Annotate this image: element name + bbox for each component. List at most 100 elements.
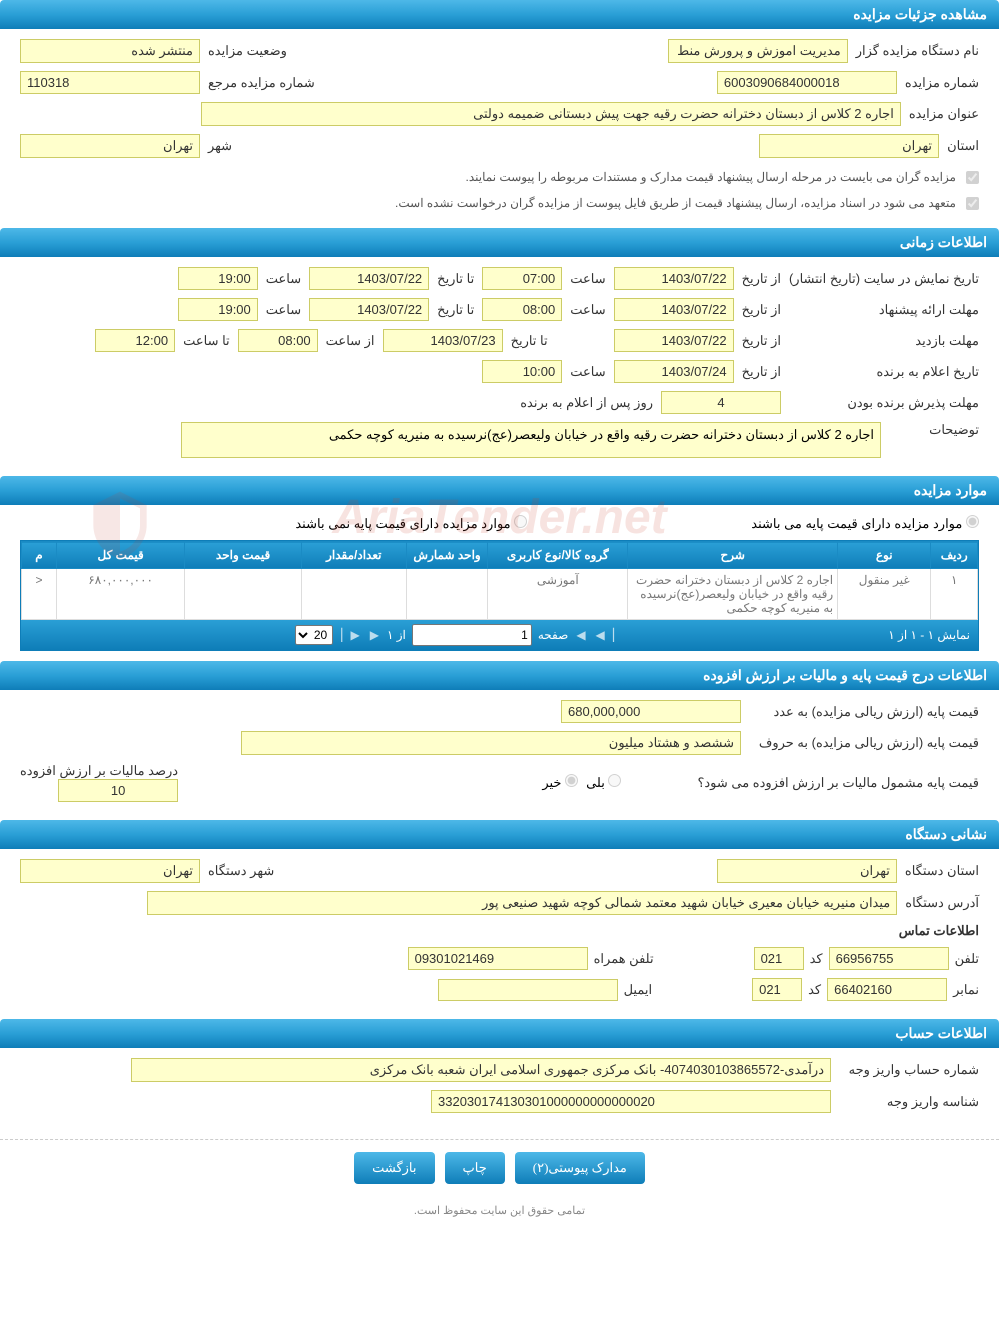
- mobile-value: 09301021469: [408, 947, 588, 970]
- pager-showing: نمایش ۱ - ۱ از ۱: [888, 628, 970, 642]
- addr-province-value: تهران: [717, 859, 897, 883]
- base-num-label: قیمت پایه (ارزش ریالی مزایده) به عدد: [749, 704, 979, 720]
- email-value: [438, 979, 618, 1001]
- vat-pct-label: درصد مالیات بر ارزش افزوده: [20, 763, 178, 779]
- accept-label: مهلت پذیرش برنده بودن: [789, 395, 979, 411]
- vat-yes[interactable]: بلی: [586, 774, 621, 791]
- to-time-label: تا ساعت: [183, 333, 230, 349]
- back-button[interactable]: بازگشت: [354, 1152, 434, 1184]
- time-label-3: ساعت: [570, 302, 605, 318]
- col-unit: واحد شمارش: [406, 542, 488, 569]
- pager-prev-icon[interactable]: ◀: [574, 628, 587, 642]
- pager-page-label: صفحه: [538, 628, 568, 642]
- desc-value: اجاره 2 کلاس از دبستان دخترانه حضرت رقیه…: [181, 422, 881, 458]
- time-label-2: ساعت: [266, 271, 301, 287]
- phone-label: تلفن: [955, 951, 979, 967]
- acc-label: شماره حساب واریز وجه: [839, 1062, 979, 1078]
- base-text-value: ششصد و هشتاد میلیون: [241, 731, 741, 755]
- col-m: م: [22, 542, 57, 569]
- province-value: تهران: [759, 134, 939, 158]
- col-row: ردیف: [931, 542, 978, 569]
- display-from-time: 07:00: [482, 267, 562, 290]
- attachments-button[interactable]: مدارک پیوستی(۲): [515, 1152, 645, 1184]
- vat-question: قیمت پایه مشمول مالیات بر ارزش افزوده می…: [697, 775, 979, 791]
- ref-label: شماره مزایده مرجع: [208, 75, 315, 91]
- ref-value: 110318: [20, 71, 200, 94]
- visit-to-time: 12:00: [95, 329, 175, 352]
- desc-label: توضیحات: [889, 422, 979, 438]
- city-value: تهران: [20, 134, 200, 158]
- accept-suffix: روز پس از اعلام به برنده: [520, 395, 653, 411]
- fax-code-label: کد: [808, 982, 821, 998]
- vat-pct-value: 10: [58, 779, 178, 802]
- pager-next-icon[interactable]: ▶: [368, 628, 381, 642]
- items-table: ردیف نوع شرح گروه کالا/نوع کاربری واحد ش…: [20, 540, 979, 651]
- phone-code-value: 021: [754, 947, 804, 970]
- org-label: نام دستگاه مزایده گزار: [856, 43, 979, 59]
- col-unit-price: قیمت واحد: [185, 542, 302, 569]
- addr-province-label: استان دستگاه: [905, 863, 979, 879]
- table-row: ۱غیر منقولاجاره 2 کلاس از دبستان دخترانه…: [22, 569, 978, 620]
- addr-label: آدرس دستگاه: [905, 895, 979, 911]
- to-date-label-2: تا تاریخ: [437, 302, 474, 318]
- acc-value: درآمدی-4074030103865572- بانک مرکزی جمهو…: [131, 1058, 831, 1082]
- contact-header: اطلاعات تماس: [899, 923, 979, 939]
- from-date-label-4: از تاریخ: [742, 364, 781, 380]
- number-label: شماره مزایده: [905, 75, 979, 91]
- visit-from-time: 08:00: [238, 329, 318, 352]
- time-label-4: ساعت: [266, 302, 301, 318]
- display-to-date: 1403/07/22: [309, 267, 429, 290]
- mobile-label: تلفن همراه: [594, 951, 654, 967]
- acc-id-label: شناسه واریز وجه: [839, 1094, 979, 1110]
- col-type: نوع: [838, 542, 931, 569]
- col-desc: شرح: [628, 542, 838, 569]
- proposal-to-date: 1403/07/22: [309, 298, 429, 321]
- vat-no[interactable]: خیر: [542, 774, 578, 791]
- base-num-value: 680,000,000: [561, 700, 741, 723]
- proposal-from-time: 08:00: [482, 298, 562, 321]
- pager-last-icon[interactable]: ▶▏: [339, 628, 361, 642]
- print-button[interactable]: چاپ: [445, 1152, 505, 1184]
- addr-city-label: شهر دستگاه: [208, 863, 274, 879]
- pager-page-input[interactable]: [412, 624, 532, 646]
- status-value: منتشر شده: [20, 39, 200, 63]
- from-date-label-3: از تاریخ: [742, 333, 781, 349]
- display-to-time: 19:00: [178, 267, 258, 290]
- accept-value: 4: [661, 391, 781, 414]
- announce-time: 10:00: [482, 360, 562, 383]
- from-date-label-2: از تاریخ: [742, 302, 781, 318]
- radio-no-base[interactable]: موارد مزایده دارای قیمت پایه نمی باشند: [295, 515, 527, 532]
- proposal-to-time: 19:00: [178, 298, 258, 321]
- pager-per-page[interactable]: 20: [295, 625, 333, 645]
- pager-first-icon[interactable]: ▕◀: [594, 628, 616, 642]
- note1-text: مزایده گران می بایست در مرحله ارسال پیشن…: [466, 170, 956, 184]
- note2-checkbox: [966, 197, 979, 210]
- pager-of: از ۱: [387, 628, 406, 642]
- visit-from-date: 1403/07/22: [614, 329, 734, 352]
- org-value: مدیریت اموزش و پرورش منط: [668, 39, 848, 63]
- time-label-5: ساعت: [570, 364, 605, 380]
- addr-city-value: تهران: [20, 859, 200, 883]
- announce-date: 1403/07/24: [614, 360, 734, 383]
- section-header-account: اطلاعات حساب: [0, 1019, 999, 1048]
- fax-code-value: 021: [752, 978, 802, 1001]
- from-time-label: از ساعت: [326, 333, 375, 349]
- title-label: عنوان مزایده: [909, 106, 979, 122]
- phone-code-label: کد: [810, 951, 823, 967]
- footer-text: تمامی حقوق این سایت محفوظ است.: [0, 1196, 999, 1225]
- number-value: 6003090684000018: [717, 71, 897, 94]
- acc-id-value: 332030174130301000000000000020: [431, 1090, 831, 1113]
- status-label: وضعیت مزایده: [208, 43, 287, 59]
- section-header-details: مشاهده جزئیات مزایده: [0, 0, 999, 29]
- phone-value: 66956755: [829, 947, 949, 970]
- radio-has-base[interactable]: موارد مزایده دارای قیمت پایه می باشند: [751, 515, 979, 532]
- section-header-items: موارد مزایده: [0, 476, 999, 505]
- province-label: استان: [947, 138, 979, 154]
- fax-label: نمابر: [953, 982, 979, 998]
- from-date-label-1: از تاریخ: [742, 271, 781, 287]
- section-header-pricing: اطلاعات درج قیمت پایه و مالیات بر ارزش ا…: [0, 661, 999, 690]
- email-label: ایمیل: [624, 982, 653, 998]
- to-date-label-1: تا تاریخ: [437, 271, 474, 287]
- addr-value: میدان منیریه خیابان معیری خیابان شهید مع…: [147, 891, 897, 915]
- announce-label: تاریخ اعلام به برنده: [789, 364, 979, 380]
